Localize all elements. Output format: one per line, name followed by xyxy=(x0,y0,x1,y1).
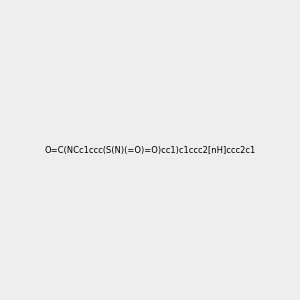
Text: O=C(NCc1ccc(S(N)(=O)=O)cc1)c1ccc2[nH]ccc2c1: O=C(NCc1ccc(S(N)(=O)=O)cc1)c1ccc2[nH]ccc… xyxy=(44,146,256,154)
